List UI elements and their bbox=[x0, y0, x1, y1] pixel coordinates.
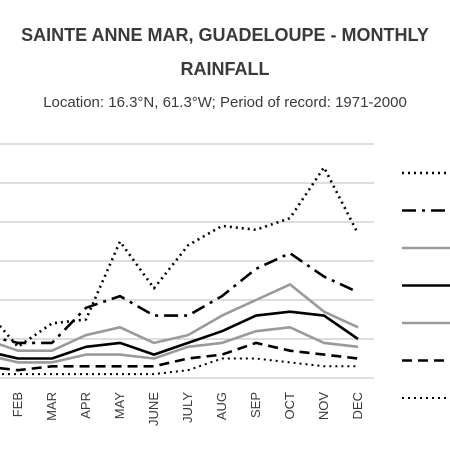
series-line-5 bbox=[0, 325, 359, 364]
x-tick-label: AUG bbox=[214, 392, 229, 420]
x-tick-label: SEP bbox=[248, 392, 263, 418]
x-tick-label: APR bbox=[78, 392, 93, 419]
chart-subtitle: Location: 16.3°N, 61.3°W; Period of reco… bbox=[43, 94, 407, 111]
x-tick-label: JULY bbox=[180, 392, 195, 423]
chart-title-line-1: SAINTE ANNE MAR, GUADELOUPE - MONTHLY bbox=[21, 25, 429, 45]
x-tick-label: MAR bbox=[44, 392, 59, 421]
x-tick-label: DEC bbox=[350, 392, 365, 419]
x-tick-label: JUNE bbox=[146, 392, 161, 426]
x-tick-label: OCT bbox=[282, 392, 297, 420]
chart-title-line-2: RAINFALL bbox=[180, 59, 270, 79]
series-line-3 bbox=[0, 283, 359, 353]
series-line-7 bbox=[0, 357, 358, 376]
x-tick-label: FEB bbox=[10, 392, 25, 417]
series-line-2 bbox=[0, 251, 359, 345]
x-tick-label: MAY bbox=[112, 392, 127, 420]
series-line-4 bbox=[0, 310, 359, 360]
x-tick-label: NOV bbox=[316, 392, 331, 421]
series-line-1 bbox=[0, 166, 360, 349]
